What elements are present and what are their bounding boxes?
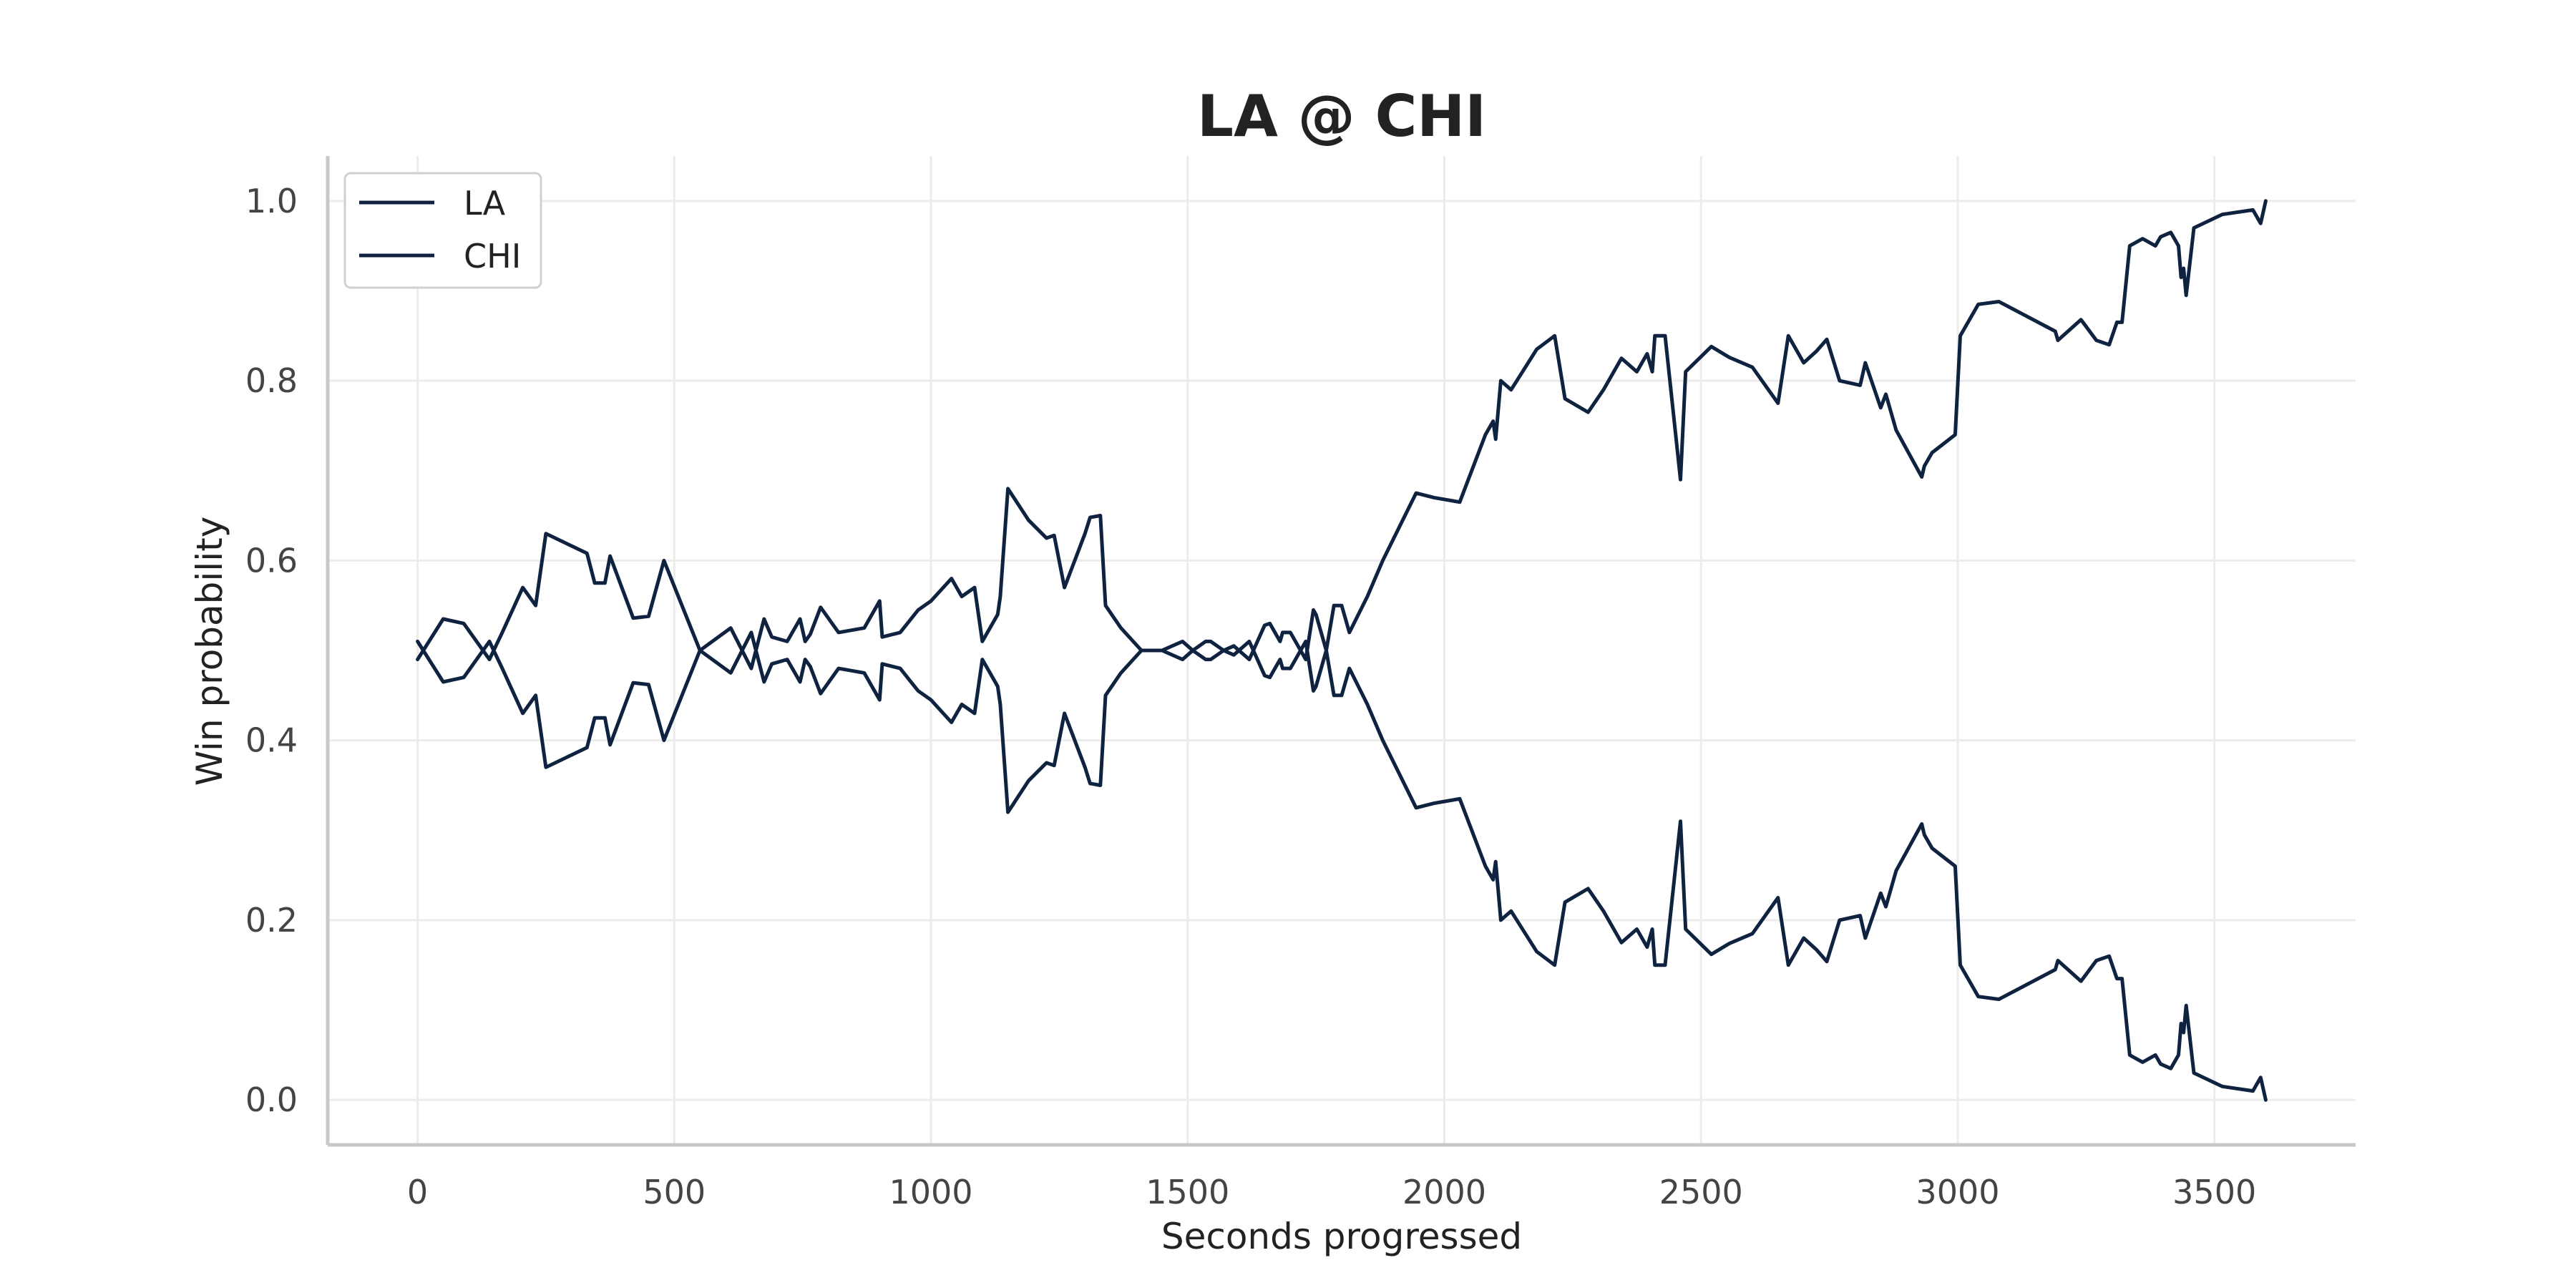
legend: LA CHI bbox=[343, 172, 542, 289]
series-line-la bbox=[416, 199, 2268, 670]
y-tick-label: 0.4 bbox=[245, 721, 298, 760]
x-tick-label: 2000 bbox=[1402, 1173, 1486, 1211]
x-tick-label: 0 bbox=[407, 1173, 428, 1211]
y-axis-label: Win probability bbox=[189, 517, 230, 786]
y-tick-label: 0.2 bbox=[245, 901, 298, 940]
x-axis-label: Seconds progressed bbox=[1161, 1216, 1522, 1257]
y-tick-label: 1.0 bbox=[245, 182, 298, 220]
series-lines bbox=[416, 199, 2268, 1102]
y-tick-labels: 0.0 0.2 0.4 0.6 0.8 1.0 bbox=[245, 182, 298, 1119]
y-tick-label: 0.0 bbox=[245, 1080, 298, 1119]
y-tick-label: 0.6 bbox=[245, 541, 298, 580]
axes bbox=[326, 156, 2356, 1147]
x-tick-label: 2500 bbox=[1659, 1173, 1743, 1211]
legend-label-chi: CHI bbox=[464, 237, 521, 275]
x-tick-label: 500 bbox=[643, 1173, 706, 1211]
x-tick-label: 3000 bbox=[1916, 1173, 1999, 1211]
legend-label-la: LA bbox=[464, 184, 506, 223]
y-tick-label: 0.8 bbox=[245, 361, 298, 400]
x-tick-labels: 0 500 1000 1500 2000 2500 3000 3500 bbox=[407, 1173, 2256, 1211]
series-line-chi bbox=[416, 630, 2268, 1102]
chart-title: LA @ CHI bbox=[1197, 83, 1486, 150]
x-tick-label: 3500 bbox=[2172, 1173, 2256, 1211]
grid bbox=[328, 156, 2356, 1145]
x-tick-label: 1500 bbox=[1146, 1173, 1229, 1211]
x-tick-label: 1000 bbox=[889, 1173, 972, 1211]
